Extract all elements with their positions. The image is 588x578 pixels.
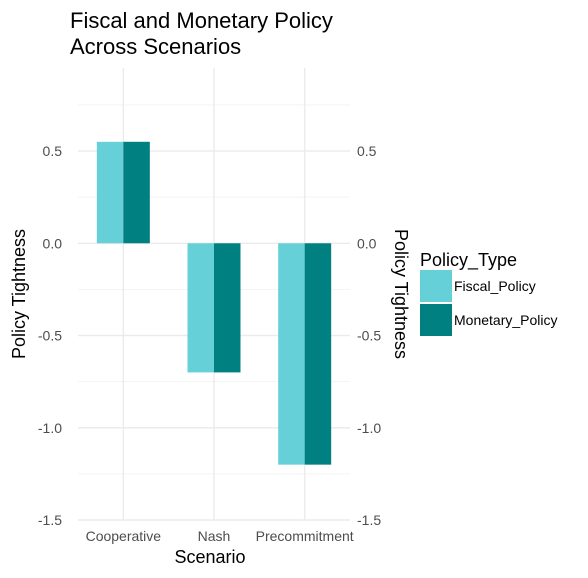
- legend-key: [420, 304, 452, 336]
- chart-title-line-1: Fiscal and Monetary Policy: [70, 8, 333, 33]
- chart-title-line-2: Across Scenarios: [70, 34, 241, 59]
- legend-title: Policy_Type: [420, 250, 517, 271]
- legend-label: Fiscal_Policy: [454, 278, 536, 294]
- y-tick-label: -1.5: [38, 512, 62, 528]
- y-tick-label-secondary: -0.5: [357, 328, 381, 344]
- bar-fiscal-policy-cooperative: [97, 142, 124, 243]
- y-axis-right-ticks: -1.5 -1.0 -0.5 0.0 0.5: [357, 143, 381, 528]
- bar-monetary-policy-nash: [214, 243, 241, 372]
- y-tick-label: 0.0: [43, 235, 63, 251]
- x-tick-label: Precommitment: [256, 528, 354, 544]
- x-axis-title: Scenario: [174, 547, 245, 567]
- y-axis-title: Policy Tightness: [9, 229, 29, 359]
- y-tick-label-secondary: -1.5: [357, 512, 381, 528]
- y-tick-label: -1.0: [38, 420, 62, 436]
- y-tick-label-secondary: 0.0: [357, 235, 377, 251]
- y-axis-title-secondary: Policy Tightness: [391, 229, 411, 359]
- y-tick-label: -0.5: [38, 328, 62, 344]
- y-tick-label-secondary: -1.0: [357, 420, 381, 436]
- bar-fiscal-policy-nash: [188, 243, 215, 372]
- x-tick-label: Cooperative: [86, 528, 162, 544]
- chart-title: Fiscal and Monetary Policy Across Scenar…: [70, 8, 333, 59]
- legend: Policy_Type Fiscal_Policy Monetary_Policy: [420, 250, 558, 336]
- y-tick-label-secondary: 0.5: [357, 143, 377, 159]
- legend-label: Monetary_Policy: [454, 312, 558, 328]
- bar-monetary-policy-cooperative: [123, 142, 150, 243]
- bar-monetary-policy-precommitment: [305, 243, 332, 464]
- legend-key: [420, 270, 452, 302]
- bar-fiscal-policy-precommitment: [278, 243, 305, 464]
- x-axis-ticks: Cooperative Nash Precommitment: [86, 528, 354, 544]
- x-tick-label: Nash: [198, 528, 231, 544]
- y-tick-label: 0.5: [43, 143, 63, 159]
- y-axis-left-ticks: -1.5 -1.0 -0.5 0.0 0.5: [38, 143, 62, 528]
